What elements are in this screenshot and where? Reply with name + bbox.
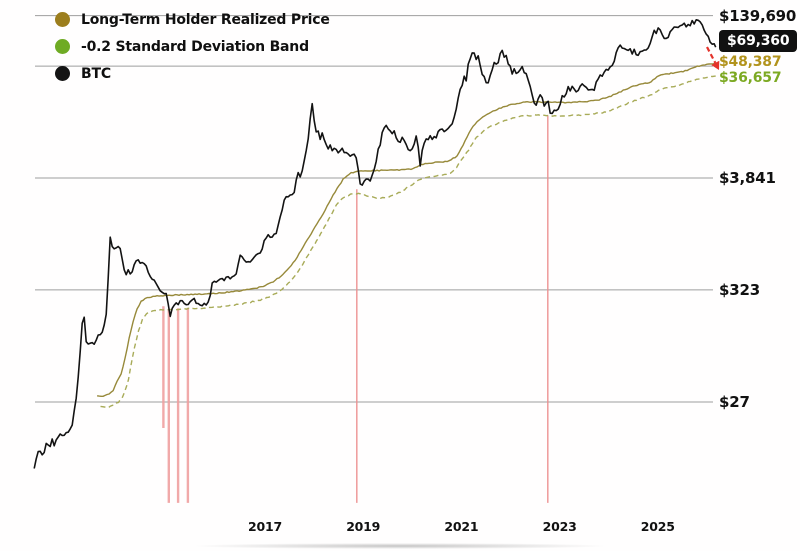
x-tick-2023: 2023: [542, 519, 577, 534]
x-tick-2021: 2021: [444, 519, 479, 534]
projection-arrow-shaft: [706, 46, 717, 64]
legend: Long-Term Holder Realized Price -0.2 Sta…: [55, 6, 330, 87]
x-tick-2017: 2017: [248, 519, 282, 534]
scan-shadow-artifact: [195, 543, 605, 549]
legend-item-btc: BTC: [55, 60, 330, 87]
lth-realized-price-legend-label: Long-Term Holder Realized Price: [81, 11, 330, 28]
btc-legend-dot-icon: [55, 66, 70, 81]
price-axis-labels: $139,690 $69,360 $48,387 $36,657 $3,841 …: [719, 0, 800, 551]
btc-legend-label: BTC: [81, 65, 111, 82]
lth-realized-price-value-label: $48,387: [719, 53, 782, 70]
-0-2-standard-deviation-band-line: [100, 75, 716, 409]
projection-arrow-head-icon: [711, 60, 720, 70]
std-deviation-band-legend-dot-icon: [55, 39, 70, 54]
x-tick-2019: 2019: [346, 519, 381, 534]
ath-price-gridline-label: $139,690: [719, 6, 797, 25]
lth-realized-price-legend-dot-icon: [55, 12, 70, 27]
long-term-holder-realized-price-line: [96, 62, 716, 397]
gridline-label-323: $323: [719, 280, 760, 299]
legend-item-std-deviation-band: -0.2 Standard Deviation Band: [55, 33, 330, 60]
legend-item-lth-realized-price: Long-Term Holder Realized Price: [55, 6, 330, 33]
btc-current-price-badge: $69,360: [719, 30, 798, 53]
btc-line: [33, 18, 717, 469]
std-deviation-band-legend-label: -0.2 Standard Deviation Band: [81, 38, 309, 55]
gridline-label-3841: $3,841: [719, 169, 776, 187]
std-deviation-band-value-label: $36,657: [719, 70, 782, 87]
gridline-label-27: $27: [719, 393, 750, 411]
x-tick-2025: 2025: [640, 519, 675, 534]
